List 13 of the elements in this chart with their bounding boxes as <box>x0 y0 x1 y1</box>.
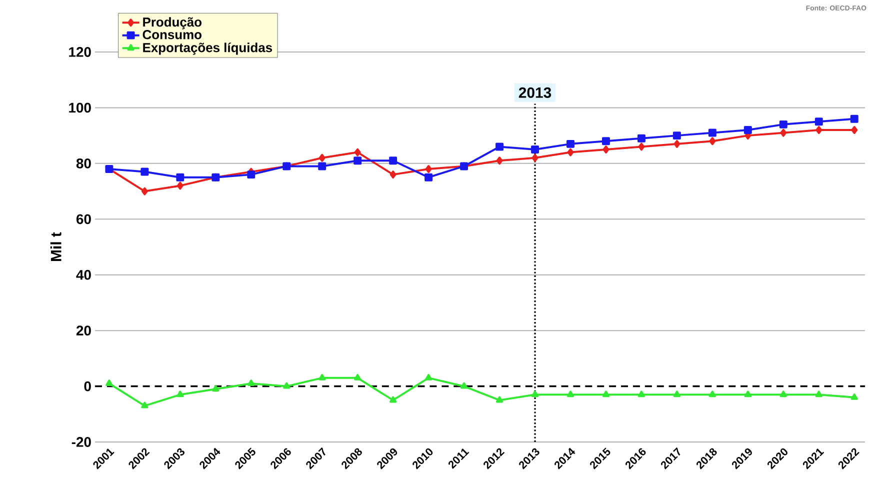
legend-label: Exportações líquidas <box>143 42 272 55</box>
y-tick-label: 60 <box>76 214 91 224</box>
y-tick-label: 80 <box>76 158 91 168</box>
y-tick-label: 20 <box>76 326 91 336</box>
y-axis-title: Mil t <box>50 232 62 261</box>
y-tick-label: -20 <box>72 437 91 447</box>
legend-label: Produção <box>143 17 202 30</box>
y-tick-label: 100 <box>69 102 91 113</box>
y-tick-label: 0 <box>84 381 91 392</box>
legend-label: Consumo <box>142 30 202 40</box>
y-tick-label: 120 <box>69 47 91 57</box>
y-tick-label: 40 <box>76 270 91 280</box>
ref-line-label: 2013 <box>518 87 552 98</box>
